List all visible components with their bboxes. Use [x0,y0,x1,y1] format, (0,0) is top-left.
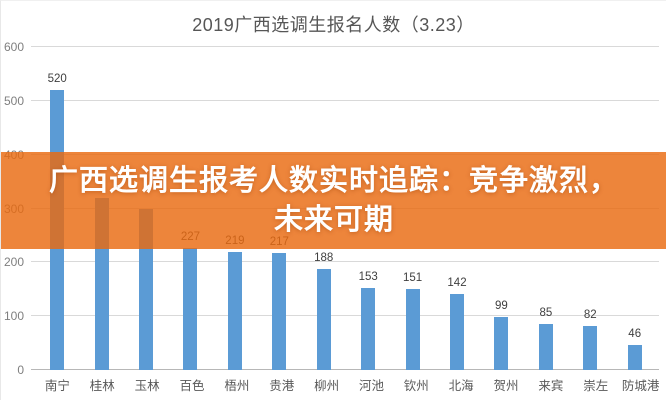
bar-value-label: 142 [447,276,467,289]
x-axis-category-label: 防城港 [621,379,660,393]
bar-column: 85 [524,47,568,370]
headline-banner: 广西选调生报考人数实时追踪：竞争激烈， 未来可期 [1,152,666,249]
bar-column: 142 [435,47,479,370]
y-axis-tick-label: 100 [3,309,24,324]
bar-value-label: 85 [539,307,553,320]
x-axis-category-label: 南宁 [44,379,70,393]
x-axis-category-label: 贵港 [269,379,295,393]
y-axis-tick-label: 200 [3,255,24,270]
x-axis-category-label: 玉林 [134,379,160,393]
gridline [31,261,659,263]
x-axis-category-label: 钦州 [403,379,429,393]
x-axis-category-label: 柳州 [314,379,340,393]
bar-value-label: 153 [358,270,378,283]
bar [450,293,464,370]
bar-column: 46 [612,47,656,370]
bar-column: 188 [302,47,346,370]
bar [316,268,331,370]
x-axis-line [31,369,659,370]
gridline [31,99,659,101]
bar-value-label: 46 [628,328,642,341]
y-axis-tick-label: 500 [3,93,24,108]
x-axis: 南宁 桂林 玉林 百色 梧州 贵港 柳州 河池 钦州 北海 贺州 来宾 崇左 防城港 [35,375,663,394]
bar-value-label: 188 [314,251,334,264]
x-axis-category-label: 崇左 [583,379,609,393]
bar-column: 99 [479,47,523,370]
bar [627,345,642,370]
x-axis-category-label: 河池 [358,379,384,393]
x-axis-category-label: 贺州 [493,379,519,393]
bar [183,247,198,370]
x-axis-category-label: 桂林 [89,379,115,393]
bar-value-label: 99 [495,299,508,312]
bar [272,253,287,370]
bar [227,252,242,370]
bar-value-label: 151 [402,271,423,284]
bar-column: 82 [568,47,612,370]
y-axis-tick-label: 600 [3,40,24,54]
bar [538,324,553,370]
bar [494,316,509,370]
bar-value-label: 520 [47,73,67,86]
chart-title: 2019广西选调生报名人数（3.23） [192,15,475,35]
y-axis-tick-label: 0 [17,363,24,377]
bar-value-label: 82 [583,308,597,321]
x-axis-category-label: 梧州 [224,379,250,393]
headline-line-2: 未来可期 [273,203,394,236]
x-axis-category-label: 百色 [179,379,205,393]
gridline [31,46,659,47]
bar-column: 151 [390,47,434,370]
gridline [31,315,659,317]
headline-line-1: 广西选调生报考人数实时追踪：竞争激烈， [48,164,619,197]
x-axis-category-label: 北海 [448,379,474,393]
bar [405,288,420,370]
x-axis-category-label: 来宾 [538,379,564,393]
bar [583,325,598,370]
bar-column: 153 [346,47,390,370]
bar [361,287,376,370]
